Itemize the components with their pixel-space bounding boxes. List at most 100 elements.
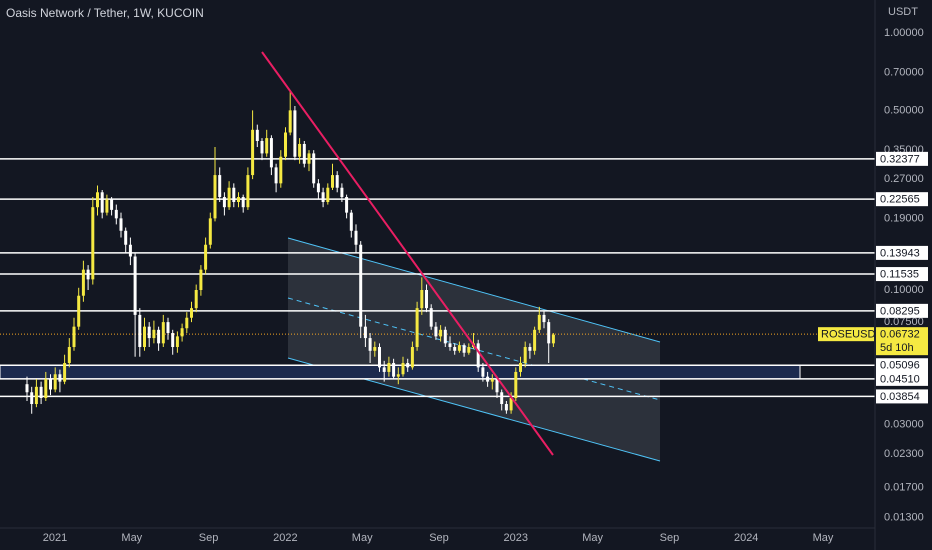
candle-body: [307, 153, 311, 164]
candle-body: [302, 143, 306, 164]
candle-body: [378, 347, 381, 368]
candle-body: [30, 392, 34, 405]
candle-body: [542, 314, 546, 323]
countdown-label: 5d 10h: [880, 342, 914, 354]
candle-body: [392, 362, 396, 377]
candle-body: [53, 374, 57, 390]
candle-body: [396, 374, 400, 377]
candle-body: [415, 308, 419, 348]
candle-body: [114, 209, 118, 219]
candle-body: [462, 345, 466, 353]
candle-body: [453, 347, 457, 351]
channel-mid: [287, 297, 661, 401]
y-unit: USDT: [888, 6, 918, 18]
level-label: 0.05096: [880, 360, 920, 372]
y-tick-label: 0.01700: [884, 482, 924, 494]
candles: [25, 90, 555, 414]
level-label-box: [876, 151, 928, 166]
candle-body: [251, 129, 255, 176]
candle-body: [269, 138, 273, 168]
y-tick-label: 0.07500: [884, 316, 924, 328]
candle-body: [100, 192, 104, 213]
candle-body: [354, 230, 358, 245]
candle-body: [410, 347, 414, 368]
chart-title: Oasis Network / Tether, 1W, KUCOIN: [6, 6, 204, 20]
candle-body: [523, 347, 527, 363]
support-zone: [0, 364, 801, 380]
candle-body: [533, 329, 537, 351]
x-tick-label: 2023: [504, 532, 528, 544]
x-tick-label: May: [352, 532, 373, 544]
candle-body: [105, 199, 109, 213]
level-label-box: [876, 245, 928, 260]
candle-body: [166, 322, 170, 334]
candle-body: [138, 314, 142, 348]
candle-body: [34, 386, 38, 405]
candle-body: [77, 295, 81, 327]
x-tick-label: Sep: [660, 532, 680, 544]
x-tick-label: May: [121, 532, 142, 544]
candle-body: [143, 326, 146, 348]
x-tick-label: Sep: [199, 532, 219, 544]
candle-body: [147, 326, 151, 339]
x-tick-label: 2024: [734, 532, 758, 544]
x-tick-label: May: [813, 532, 834, 544]
candle-body: [547, 322, 551, 344]
candle-body: [406, 362, 410, 368]
candle-body: [284, 132, 287, 157]
level-label-box: [876, 358, 928, 373]
candle-body: [72, 326, 76, 348]
x-tick-label: May: [582, 532, 603, 544]
candle-body: [81, 269, 85, 296]
candle-body: [439, 329, 443, 337]
y-tick-label: 0.50000: [884, 104, 924, 116]
candle-body: [368, 338, 372, 351]
level-label-box: [876, 389, 928, 404]
candle-body: [514, 371, 518, 398]
candle-body: [382, 367, 386, 372]
symbol-box: [818, 327, 874, 342]
candle-body: [429, 308, 433, 327]
y-tick-label: 0.10000: [884, 284, 924, 296]
candle-body: [204, 244, 208, 270]
candle-body: [326, 187, 330, 202]
y-tick-label: 0.02300: [884, 448, 924, 460]
candle-body: [448, 343, 452, 348]
candle-body: [241, 197, 245, 208]
candle-body: [128, 244, 132, 257]
candle-body: [481, 367, 485, 377]
candle-body: [312, 153, 316, 184]
y-tick-label: 0.27000: [884, 173, 924, 185]
candle-body: [387, 362, 391, 372]
candle-body: [194, 290, 198, 309]
level-label: 0.32377: [880, 153, 920, 165]
candle-body: [288, 110, 292, 133]
candle-body: [420, 290, 424, 309]
candle-body: [86, 269, 90, 280]
candle-body: [157, 329, 161, 344]
candle-body: [96, 192, 99, 208]
candle-body: [265, 138, 269, 154]
candle-body: [199, 269, 203, 290]
candle-body: [335, 175, 339, 188]
candle-body: [298, 143, 302, 157]
candle-body: [467, 347, 471, 353]
candle-body: [274, 167, 278, 184]
level-label-box: [876, 303, 928, 318]
candle-body: [246, 175, 250, 208]
candle-body: [486, 376, 490, 382]
candle-body: [331, 175, 334, 188]
candle-body: [227, 187, 231, 208]
candle-body: [63, 362, 67, 382]
x-tick-label: Sep: [429, 532, 449, 544]
candle-body: [119, 218, 123, 231]
levels: [0, 158, 875, 398]
candle-body: [373, 347, 377, 351]
candle-body: [67, 347, 71, 363]
candle-body: [316, 183, 320, 193]
candle-body: [185, 317, 189, 329]
trendline: [261, 51, 554, 456]
candle-body: [161, 322, 165, 344]
candle-body: [363, 326, 367, 339]
